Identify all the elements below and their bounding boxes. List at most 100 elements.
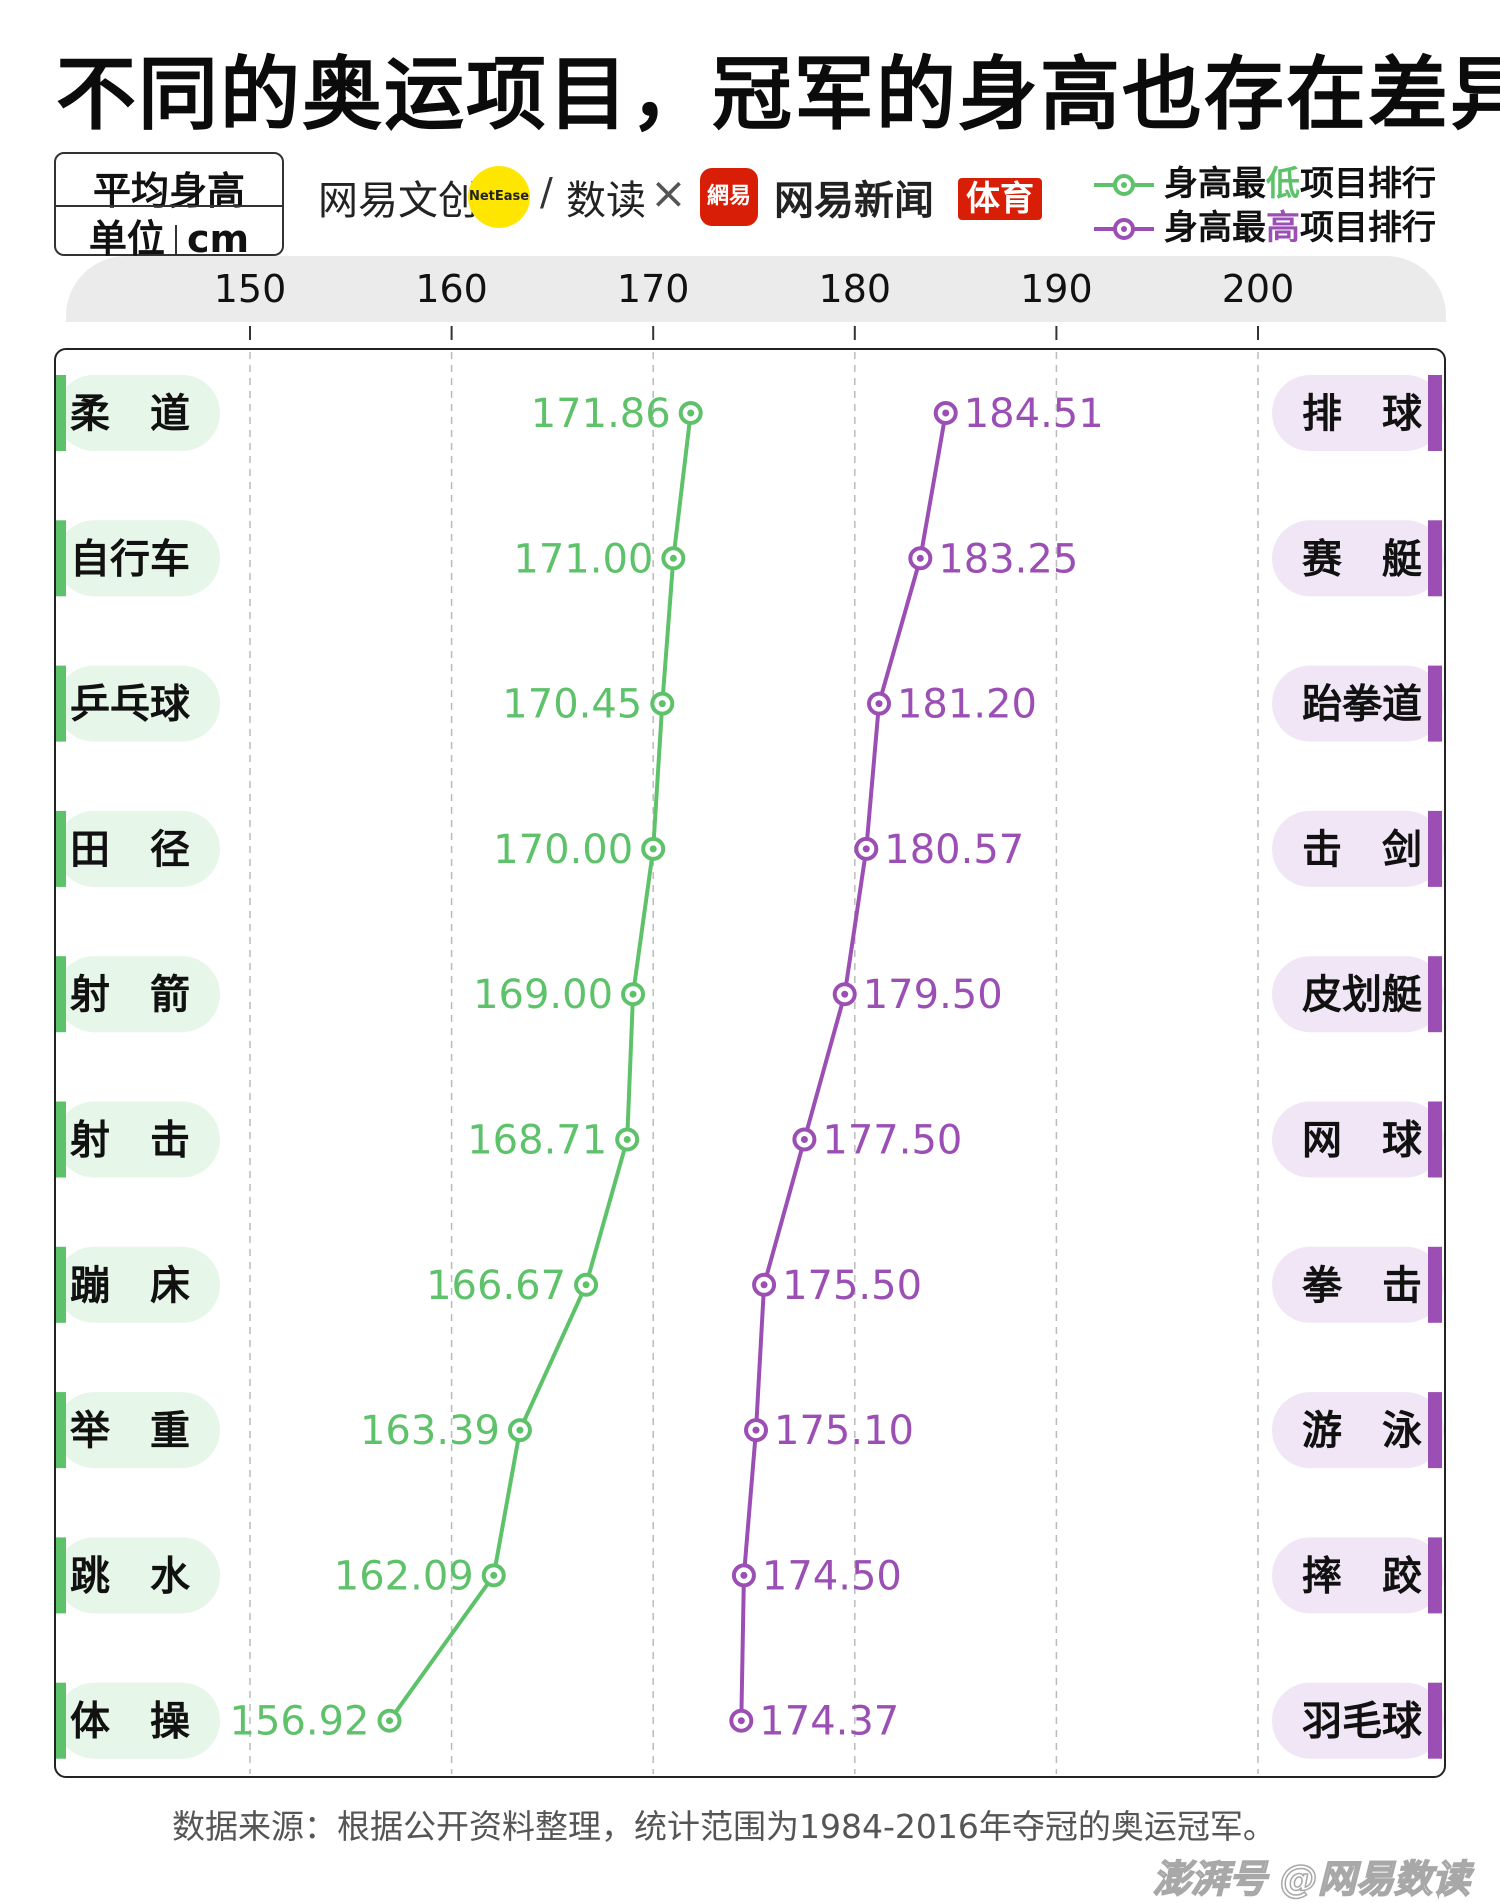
brand-shudu: 数读 (566, 178, 646, 224)
low-point-dot (629, 990, 637, 998)
high-sport-pill-accent (1428, 1682, 1442, 1759)
low-point-dot (582, 1281, 590, 1289)
low-sport-pill-accent (56, 665, 66, 742)
legend-low-marker-icon (1094, 174, 1154, 196)
low-sport-name: 乒乓球 (70, 682, 191, 728)
low-sport-pill-accent (56, 1246, 66, 1323)
low-sport-name: 体 操 (70, 1699, 190, 1745)
low-sport-pill (56, 520, 220, 597)
legend-high-suffix: 项目排行 (1300, 208, 1436, 248)
high-point-dot (760, 1281, 768, 1289)
high-sport-pill-accent (1428, 520, 1442, 597)
high-value-label: 174.50 (762, 1553, 902, 1599)
high-point-dot (942, 409, 950, 417)
legend-high-prefix: 身高最 (1164, 208, 1266, 248)
low-series-line (387, 412, 693, 1722)
high-series-line (739, 412, 948, 1721)
sports-badge: 体育 (958, 178, 1042, 220)
netease-news-logo-icon: 網易 (700, 168, 758, 226)
low-point-dot (386, 1717, 394, 1725)
unit-label: 单位 (88, 217, 165, 261)
x-tick-label: 170 (617, 267, 690, 311)
high-point-dot (740, 1571, 748, 1579)
high-sport-name: 拳 击 (1302, 1263, 1422, 1309)
low-sport-pill (56, 810, 220, 887)
high-sport-pill (1272, 1392, 1444, 1469)
x-tick-label: 160 (415, 267, 488, 311)
low-point-dot (623, 1136, 631, 1143)
high-sport-pill-accent (1428, 665, 1442, 742)
high-sport-pill-accent (1428, 375, 1442, 451)
low-point-dot (687, 409, 695, 417)
high-point-dot (916, 554, 924, 562)
high-sport-pill (1272, 1101, 1444, 1178)
unit-box-divider (56, 205, 282, 207)
low-value-label: 163.39 (360, 1408, 500, 1454)
legend-item-low: 身高最低项目排行 (1094, 156, 1436, 205)
x-tick-label: 190 (1020, 267, 1093, 311)
high-sport-name: 赛 艇 (1302, 536, 1422, 582)
high-sport-name: 击 剑 (1302, 827, 1422, 873)
low-sport-pill (56, 1246, 220, 1323)
high-sport-pill-accent (1428, 1392, 1442, 1469)
high-value-label: 184.51 (964, 391, 1104, 437)
legend-high-accent: 高 (1266, 208, 1300, 248)
low-sport-pill (56, 1537, 220, 1614)
high-point-dot (737, 1717, 745, 1725)
high-point-dot (875, 700, 883, 708)
high-sport-name: 网 球 (1302, 1118, 1423, 1164)
high-value-label: 183.25 (938, 536, 1078, 582)
low-sport-pill (56, 1682, 220, 1759)
high-point-dot (752, 1426, 760, 1434)
high-sport-pill-accent (1428, 1246, 1442, 1323)
low-sport-pill-accent (56, 956, 66, 1033)
high-sport-pill-accent (1428, 810, 1442, 887)
high-sport-pill (1272, 1246, 1444, 1323)
high-sport-name: 摔 跤 (1302, 1553, 1422, 1599)
high-value-label: 175.50 (782, 1263, 922, 1309)
low-point-dot (669, 554, 677, 562)
low-sport-pill-accent (56, 810, 66, 887)
low-value-label: 171.00 (513, 536, 653, 582)
low-sport-name: 自行车 (70, 536, 190, 582)
high-sport-pill (1272, 956, 1444, 1033)
low-sport-pill-accent (56, 375, 66, 451)
high-point-dot (841, 990, 849, 998)
high-sport-pill (1272, 810, 1444, 887)
brand-netease-news: 网易新闻 (774, 178, 934, 224)
high-sport-pill (1272, 665, 1444, 742)
brand-netease-culture: 网易文创 (318, 178, 478, 224)
high-sport-pill-accent (1428, 956, 1442, 1033)
low-sport-name: 射 箭 (70, 972, 190, 1018)
legend-high-marker-icon (1094, 218, 1154, 240)
brand-times-icon: × (650, 168, 687, 219)
low-sport-pill (56, 956, 220, 1033)
x-axis-band (66, 256, 1446, 322)
high-sport-pill (1272, 375, 1444, 451)
chart-title: 不同的奥运项目，冠军的身高也存在差异 (56, 48, 1500, 141)
low-sport-pill-accent (56, 520, 66, 597)
high-value-label: 177.50 (822, 1118, 962, 1164)
low-sport-pill (56, 375, 220, 451)
low-sport-name: 射 击 (70, 1118, 190, 1164)
low-value-label: 170.00 (493, 827, 633, 873)
low-sport-pill (56, 1392, 220, 1469)
high-value-label: 180.57 (884, 827, 1024, 873)
low-sport-pill (56, 665, 220, 742)
low-sport-name: 蹦 床 (70, 1263, 190, 1309)
chart-frame (54, 348, 1446, 1778)
high-value-label: 179.50 (863, 972, 1003, 1018)
x-tick-label: 180 (819, 267, 892, 311)
legend-item-high: 身高最高项目排行 (1094, 200, 1436, 249)
low-value-label: 156.92 (230, 1699, 370, 1745)
high-sport-pill (1272, 520, 1444, 597)
low-sport-name: 跳 水 (70, 1553, 191, 1599)
x-tick-label: 200 (1222, 267, 1295, 311)
unit-value: cm (186, 217, 250, 261)
high-point-dot (862, 845, 870, 853)
netease-yellow-dot-logo: NetEase (468, 166, 530, 228)
brand-slash: / (540, 170, 553, 214)
high-value-label: 181.20 (897, 682, 1037, 728)
unit-box-unit: 单位 cm (56, 208, 282, 263)
high-value-label: 175.10 (774, 1408, 914, 1454)
